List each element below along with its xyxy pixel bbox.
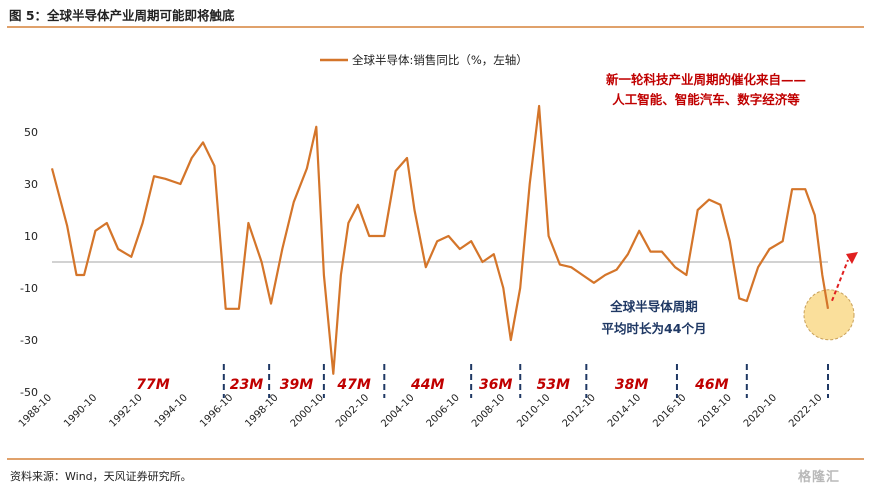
bottom-rule [7,458,864,460]
x-tick-label: 2002-10 [334,392,371,429]
headline-line-2: 人工智能、智能汽车、数字经济等 [612,92,800,107]
top-rule [7,26,864,28]
x-tick-label: 2022-10 [787,392,824,429]
cycle-line-2: 平均时长为44个月 [601,321,707,336]
x-tick-label: 2006-10 [425,392,462,429]
series-line [50,104,830,375]
cycle-duration-label: 46M [694,377,728,393]
y-tick-label: -50 [20,386,38,399]
watermark-logo: 格隆汇 [798,470,841,485]
x-tick-label: 1998-10 [243,392,280,429]
cycle-duration-label: 77M [136,377,169,393]
cycle-duration-label: 39M [280,377,313,393]
source-note: 资料来源：Wind，天风证券研究所。 [10,470,192,483]
y-tick-label: -10 [20,282,38,295]
rebound-arrow-line [831,259,849,302]
legend-label: 全球半导体:销售同比（%，左轴） [352,53,528,67]
cycle-duration-label: 53M [537,377,570,393]
x-tick-label: 2018-10 [696,392,733,429]
figure-title: 图 5：全球半导体产业周期可能即将触底 [9,8,235,23]
y-tick-label: 10 [24,230,38,243]
cycle-duration-label: 38M [615,377,648,393]
x-tick-label: 1994-10 [153,392,190,429]
cycle-duration-label: 36M [479,377,512,393]
cycle-duration-label: 44M [410,377,444,393]
y-tick-label: -30 [20,334,38,347]
y-tick-label: 50 [24,126,38,139]
x-tick-label: 1996-10 [198,392,235,429]
x-tick-label: 2008-10 [470,392,507,429]
x-tick-label: 1992-10 [107,392,144,429]
cycle-line-1: 全球半导体周期 [610,299,698,314]
trough-highlight-circle [803,289,855,341]
headline-annotation: 新一轮科技产业周期的催化来自—— 人工智能、智能汽车、数字经济等 [556,70,856,110]
x-tick-label: 1990-10 [62,392,99,429]
x-tick-label: 2000-10 [289,392,326,429]
cycle-duration-label: 23M [230,377,263,393]
x-tick-label: 2016-10 [651,392,688,429]
y-tick-label: 30 [24,178,38,191]
cycle-annotation: 全球半导体周期 平均时长为44个月 [564,296,744,340]
headline-line-1: 新一轮科技产业周期的催化来自—— [605,72,806,87]
cycle-duration-label: 47M [336,377,370,393]
rebound-arrow-head [846,252,858,264]
x-tick-label: 2012-10 [561,392,598,429]
x-tick-label: 2014-10 [606,392,643,429]
